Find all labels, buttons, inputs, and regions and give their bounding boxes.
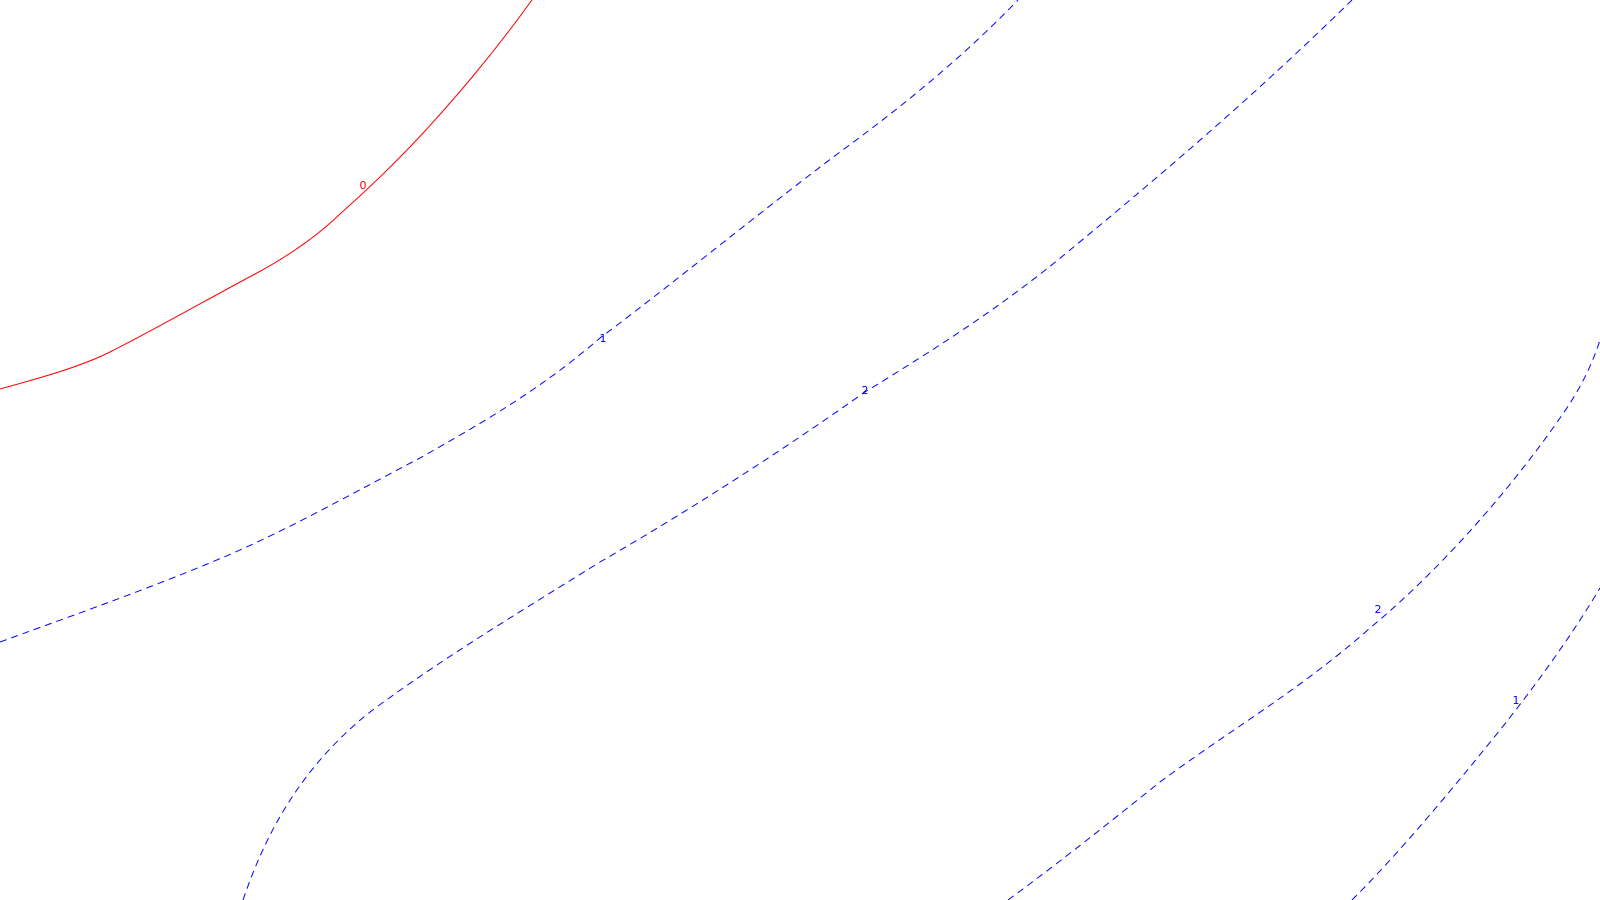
contour-2-a: 2	[242, 0, 1353, 900]
contour-label-1-a: 1	[600, 332, 607, 345]
contour-label-1-b: 1	[1513, 694, 1520, 707]
contour-line-1-a	[0, 0, 1019, 643]
contour-line-0	[0, 0, 533, 390]
contour-label-2-b: 2	[1375, 603, 1382, 616]
contour-line-2-a	[242, 0, 1353, 900]
contour-2-b: 2	[1007, 339, 1600, 900]
contour-line-1-b	[1351, 587, 1600, 900]
contour-1-a: 1	[0, 0, 1019, 643]
contour-label-0: 0	[360, 179, 367, 192]
contour-line-2-b	[1007, 339, 1600, 900]
contour-label-2-a: 2	[862, 384, 869, 397]
contour-0: 0	[0, 0, 533, 390]
contour-1-b: 1	[1351, 587, 1600, 900]
